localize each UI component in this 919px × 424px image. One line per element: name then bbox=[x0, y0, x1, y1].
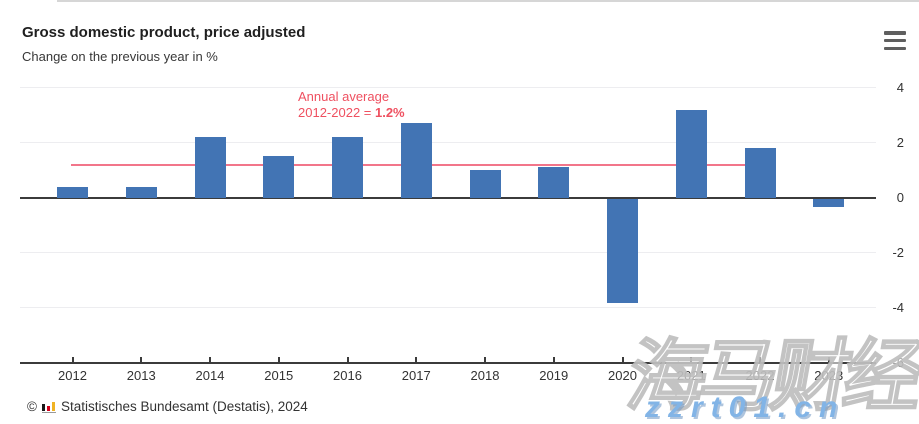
x-axis-label-2023: 2023 bbox=[814, 368, 844, 383]
destatis-bar-chart-icon bbox=[41, 400, 56, 413]
top-border-divider bbox=[57, 0, 919, 2]
bar-2022[interactable] bbox=[744, 148, 776, 198]
gridline--2 bbox=[20, 252, 876, 253]
average-value: 1.2% bbox=[374, 105, 405, 120]
x-axis-tick-2020 bbox=[621, 356, 624, 363]
bar-2021[interactable] bbox=[675, 109, 707, 198]
x-axis-tick-2012 bbox=[71, 356, 74, 363]
x-axis-tick-2013 bbox=[140, 356, 143, 363]
gridline--6 bbox=[20, 361, 876, 364]
y-axis-label-0: 0 bbox=[896, 189, 904, 205]
hamburger-bar bbox=[884, 46, 906, 50]
bar-2019[interactable] bbox=[538, 167, 570, 198]
bar-2013[interactable] bbox=[125, 186, 157, 198]
gridline-4 bbox=[20, 87, 876, 88]
bar-2020[interactable] bbox=[607, 198, 638, 303]
x-axis-label-2014: 2014 bbox=[195, 368, 225, 383]
y-axis-label-4: 4 bbox=[896, 79, 904, 95]
x-axis-tick-2023 bbox=[827, 356, 830, 363]
gridline-2 bbox=[20, 142, 876, 143]
x-axis-tick-2016 bbox=[346, 356, 349, 363]
bar-2014[interactable] bbox=[194, 137, 226, 198]
zero-axis-line bbox=[20, 196, 876, 199]
y-axis-label--6: -6 bbox=[892, 354, 904, 370]
x-axis-label-2018: 2018 bbox=[470, 368, 500, 383]
x-axis-label-2021: 2021 bbox=[676, 368, 706, 383]
hamburger-bar bbox=[884, 38, 906, 43]
x-axis-tick-2021 bbox=[690, 356, 693, 363]
y-axis-label-2: 2 bbox=[896, 134, 904, 150]
x-axis-label-2013: 2013 bbox=[126, 368, 156, 383]
x-axis-tick-2019 bbox=[552, 356, 555, 363]
y-axis-label--4: -4 bbox=[892, 299, 904, 315]
hamburger-menu-icon[interactable] bbox=[884, 31, 906, 50]
bar-2016[interactable] bbox=[332, 137, 363, 198]
y-axis-label--2: -2 bbox=[892, 244, 904, 260]
bar-2017[interactable] bbox=[400, 123, 432, 198]
x-axis-label-2012: 2012 bbox=[58, 368, 87, 383]
chart-title: Gross domestic product, price adjusted bbox=[22, 24, 306, 41]
x-axis-tick-2017 bbox=[415, 356, 418, 363]
hamburger-bar bbox=[884, 31, 906, 35]
x-axis-label-2019: 2019 bbox=[539, 368, 569, 383]
bar-2023[interactable] bbox=[813, 198, 845, 207]
average-annotation-line1: Annual average bbox=[298, 89, 390, 104]
bar-2018[interactable] bbox=[469, 170, 501, 198]
average-annotation: Annual average 2012-2022 = 1.2% bbox=[298, 89, 405, 121]
x-axis-tick-2014 bbox=[209, 356, 211, 363]
x-axis-tick-2018 bbox=[484, 356, 486, 363]
bar-2012[interactable] bbox=[57, 186, 88, 198]
gridline--4 bbox=[20, 307, 876, 308]
average-annotation-line2: 2012-2022 = 1.2% bbox=[298, 105, 405, 120]
bar-2015[interactable] bbox=[263, 156, 295, 198]
copyright-symbol: © bbox=[27, 399, 37, 414]
x-axis-label-2020: 2020 bbox=[608, 368, 637, 383]
x-axis-label-2015: 2015 bbox=[264, 368, 294, 383]
x-axis-tick-2022 bbox=[759, 356, 761, 363]
x-axis-label-2017: 2017 bbox=[401, 368, 431, 383]
chart-subtitle: Change on the previous year in % bbox=[22, 49, 218, 64]
source-attribution: © Statistisches Bundesamt (Destatis), 20… bbox=[27, 399, 308, 414]
x-axis-label-2022: 2022 bbox=[745, 368, 775, 383]
x-axis-tick-2015 bbox=[277, 356, 280, 363]
source-text: Statistisches Bundesamt (Destatis), 2024 bbox=[60, 399, 308, 414]
x-axis-label-2016: 2016 bbox=[333, 368, 362, 383]
